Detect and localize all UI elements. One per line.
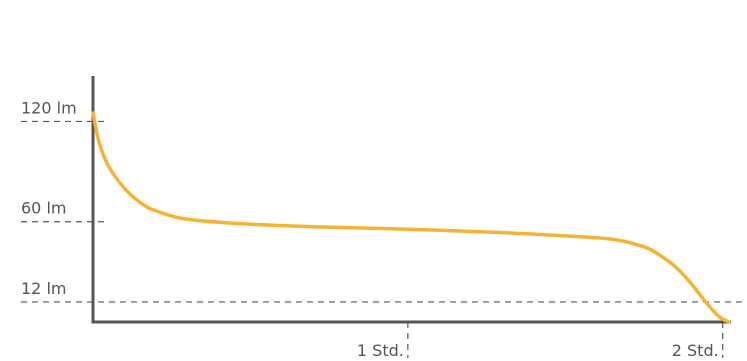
y-tick-label: 120 lm [21, 98, 77, 117]
series-line [91, 111, 731, 324]
tick-labels: 120 lm 60 lm 12 lm 1 Std. 2 Std. [21, 98, 719, 360]
y-tick-label: 12 lm [21, 279, 66, 298]
series-layer [91, 111, 731, 324]
axes [91, 76, 731, 324]
y-tick-label: 60 lm [21, 199, 66, 218]
reference-lines [21, 120, 745, 358]
x-tick-label: 1 Std. [357, 341, 404, 360]
x-tick-label: 2 Std. [672, 341, 719, 360]
